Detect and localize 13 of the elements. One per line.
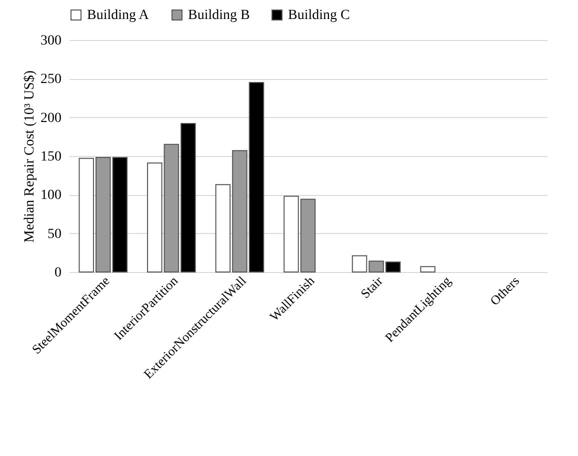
legend-label: Building A <box>87 8 150 23</box>
legend-label: Building B <box>188 8 250 23</box>
y-axis-title: Median Repair Cost (10³ US$) <box>22 70 38 243</box>
x-tick-label: Stair <box>358 272 386 302</box>
y-tick-label: 150 <box>40 150 62 164</box>
legend-label: Building C <box>288 8 350 23</box>
y-tick-label: 0 <box>54 266 62 280</box>
bar <box>420 266 436 272</box>
y-tick-label: 200 <box>40 110 62 126</box>
y-tick-label: 50 <box>48 226 62 242</box>
y-tick-label: 100 <box>40 188 62 204</box>
y-tick-label: 250 <box>40 72 62 88</box>
y-tick-label: 300 <box>40 34 62 48</box>
